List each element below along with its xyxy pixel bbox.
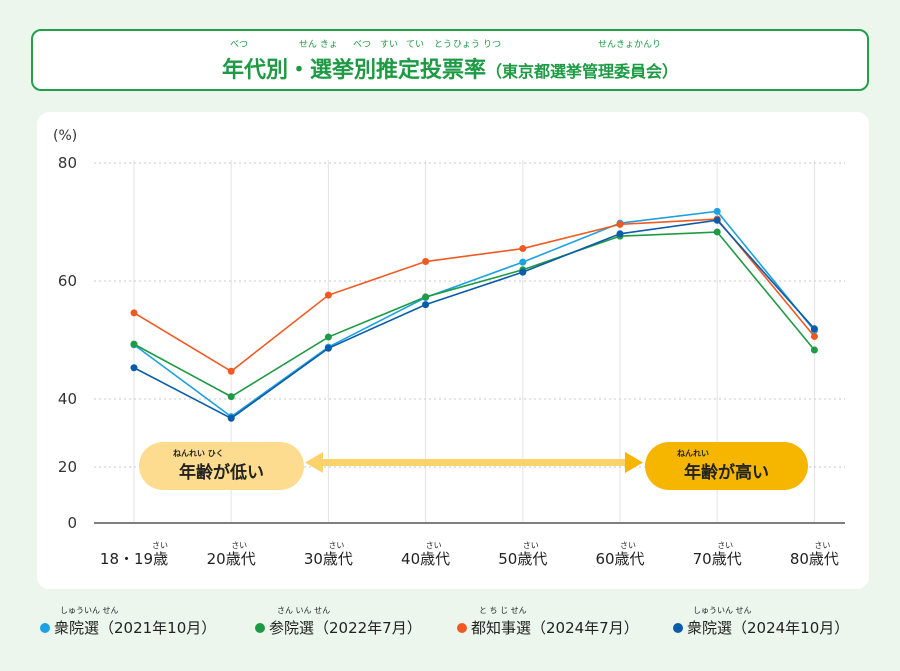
data-point	[324, 291, 332, 299]
low-age-ruby: ねんれい ひく	[173, 449, 224, 458]
age-arrow-shaft	[319, 459, 629, 466]
legend-ruby: と ち じ せん	[479, 606, 527, 615]
x-tick-label: 60歳代	[595, 550, 644, 568]
data-point	[713, 228, 721, 236]
title-text: 年代別・選挙別推定投票率	[221, 58, 486, 83]
data-point	[616, 220, 624, 228]
series-line	[133, 218, 816, 373]
data-point	[519, 258, 527, 266]
y-tick-label: 40	[58, 390, 77, 408]
legend-swatch	[457, 622, 467, 633]
legend-label: 衆院選（2021年10月）	[54, 619, 217, 637]
high-age-ruby: ねんれい	[677, 449, 709, 458]
title-ruby-8: りつ	[483, 40, 502, 50]
legend: しゅういん せん 衆院選（2021年10月） さん いん せん 参院選（2022…	[40, 606, 870, 641]
data-point	[616, 230, 624, 238]
title-ruby-5: てい	[406, 40, 425, 50]
x-tick-label: 20歳代	[207, 550, 256, 568]
title-ruby-1: べつ	[230, 40, 249, 50]
legend-ruby: しゅういん せん	[60, 606, 119, 615]
high-age-badge: ねんれい 年齢が高い	[645, 442, 808, 490]
data-point	[130, 340, 138, 348]
x-tick-label: 18・19歳	[100, 550, 168, 568]
legend-item-tochijisen-2024: と ち じ せん 都知事選（2024年7月）	[457, 606, 639, 638]
page-title: 年代別・選挙別推定投票率（東京都選挙管理委員会）	[33, 52, 867, 84]
y-tick-label: 80	[58, 154, 77, 172]
data-point	[810, 332, 818, 340]
y-unit-label: (%)	[53, 128, 77, 144]
data-point	[519, 245, 527, 253]
x-tick-ruby: さい	[152, 541, 168, 550]
y-tick-label: 20	[58, 458, 77, 476]
line-chart: 020406080(%)18・19歳さい20歳代さい30歳代さい40歳代さい50…	[53, 128, 845, 568]
data-point	[810, 325, 818, 333]
x-tick-ruby: さい	[231, 541, 247, 550]
legend-ruby: さん いん せん	[277, 606, 331, 615]
legend-swatch	[255, 622, 265, 633]
data-point	[422, 258, 430, 266]
legend-label: 衆院選（2024年10月）	[687, 619, 850, 637]
y-tick-label: 60	[58, 272, 77, 290]
data-point	[324, 344, 332, 352]
title-box: 年代別・選挙別推定投票率（東京都選挙管理委員会） べつ せん きょ べつ すい …	[31, 29, 869, 91]
series-line	[133, 231, 816, 398]
data-point	[713, 207, 721, 215]
legend-label: 参院選（2022年7月）	[269, 619, 422, 637]
high-age-label: 年齢が高い	[684, 462, 769, 483]
series-line	[133, 219, 815, 420]
age-arrow-left-head	[305, 452, 323, 473]
low-age-badge: ねんれい ひく 年齢が低い	[139, 442, 304, 490]
x-tick-label: 70歳代	[693, 550, 742, 568]
x-tick-ruby: さい	[717, 541, 733, 550]
legend-swatch	[673, 622, 683, 633]
series-line	[133, 210, 816, 418]
x-tick-ruby: さい	[328, 541, 344, 550]
title-ruby-2: せん きょ	[299, 40, 338, 50]
data-point	[227, 367, 235, 375]
x-tick-label: 50歳代	[498, 550, 547, 568]
data-point	[130, 364, 138, 372]
x-tick-ruby: さい	[814, 541, 830, 550]
legend-item-shuin-2024: しゅういん せん 衆院選（2024年10月）	[673, 606, 850, 638]
legend-item-sanin-2022: さん いん せん 参院選（2022年7月）	[255, 606, 422, 638]
legend-item-shuin-2021: しゅういん せん 衆院選（2021年10月）	[40, 606, 217, 638]
x-tick-label: 80歳代	[790, 550, 839, 568]
data-point	[227, 393, 235, 401]
data-point	[422, 301, 430, 309]
y-tick-label: 0	[67, 514, 77, 532]
x-tick-ruby: さい	[426, 541, 442, 550]
x-tick-ruby: さい	[620, 541, 636, 550]
legend-label: 都知事選（2024年7月）	[471, 619, 639, 637]
x-tick-label: 30歳代	[304, 550, 353, 568]
title-subtitle: （東京都選挙管理委員会）	[486, 62, 679, 81]
x-tick-label: 40歳代	[401, 550, 450, 568]
legend-ruby: しゅういん せん	[693, 606, 752, 615]
data-point	[713, 216, 721, 224]
data-point	[227, 414, 235, 422]
title-ruby-7: ひょう	[453, 40, 481, 50]
subtitle-ruby: せんきょかんり	[598, 40, 662, 50]
x-tick-ruby: さい	[523, 541, 539, 550]
title-ruby-3: べつ	[353, 40, 372, 50]
data-point	[130, 309, 138, 317]
title-ruby-4: すい	[380, 40, 399, 50]
data-point	[810, 346, 818, 354]
age-arrow-right-head	[625, 452, 643, 473]
low-age-label: 年齢が低い	[179, 462, 264, 483]
data-point	[519, 268, 527, 276]
title-ruby-6: とう	[434, 40, 453, 50]
chart-card: 0 20 40 60 80 (%) 18・19歳 さい 20歳代 さい 30歳代 さい 40歳代 さい 50…	[37, 112, 869, 589]
legend-swatch	[40, 622, 50, 633]
data-point	[422, 293, 430, 301]
data-point	[324, 333, 332, 341]
